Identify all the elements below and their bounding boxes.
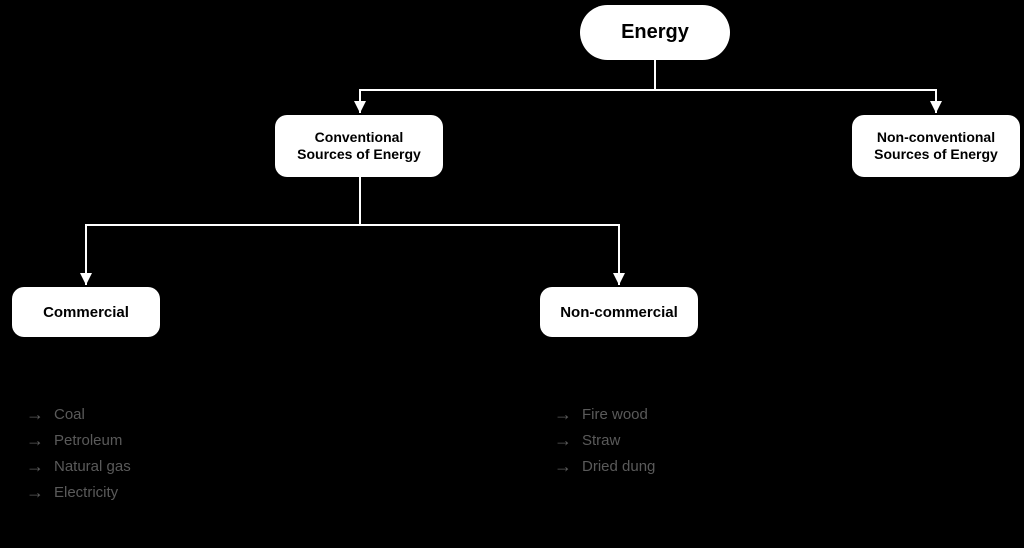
list-item: → Petroleum — [26, 431, 131, 449]
list-item-label: Coal — [54, 406, 85, 423]
arrow-icon: → — [554, 405, 572, 423]
list-item-label: Natural gas — [54, 458, 131, 475]
edge — [86, 177, 360, 285]
node-commercial: Commercial — [12, 287, 160, 337]
node-energy: Energy — [580, 5, 730, 60]
arrow-icon: → — [26, 483, 44, 501]
list-item-label: Dried dung — [582, 458, 655, 475]
arrow-icon: → — [26, 431, 44, 449]
list-commercial-items: → Coal → Petroleum → Natural gas → Electricity — [26, 405, 131, 509]
list-item: → Fire wood — [554, 405, 655, 423]
node-noncommercial: Non-commercial — [540, 287, 698, 337]
node-label: Commercial — [43, 304, 129, 321]
list-item: → Straw — [554, 431, 655, 449]
list-item: → Coal — [26, 405, 131, 423]
list-item: → Electricity — [26, 483, 131, 501]
arrow-icon: → — [26, 457, 44, 475]
connector-lines — [0, 0, 1024, 548]
list-item-label: Electricity — [54, 484, 118, 501]
edge — [360, 177, 619, 285]
arrow-icon: → — [554, 457, 572, 475]
edge — [655, 60, 936, 113]
arrow-icon: → — [554, 431, 572, 449]
list-item-label: Fire wood — [582, 406, 648, 423]
node-label: Non-conventional Sources of Energy — [874, 129, 998, 164]
list-item-label: Petroleum — [54, 432, 122, 449]
list-item: → Natural gas — [26, 457, 131, 475]
node-nonconventional: Non-conventional Sources of Energy — [852, 115, 1020, 177]
node-label: Conventional Sources of Energy — [297, 129, 421, 164]
list-item-label: Straw — [582, 432, 620, 449]
node-conventional: Conventional Sources of Energy — [275, 115, 443, 177]
list-noncommercial-items: → Fire wood → Straw → Dried dung — [554, 405, 655, 483]
node-label: Energy — [621, 21, 689, 44]
node-label: Non-commercial — [560, 304, 678, 321]
edge — [360, 60, 655, 113]
list-item: → Dried dung — [554, 457, 655, 475]
arrow-icon: → — [26, 405, 44, 423]
